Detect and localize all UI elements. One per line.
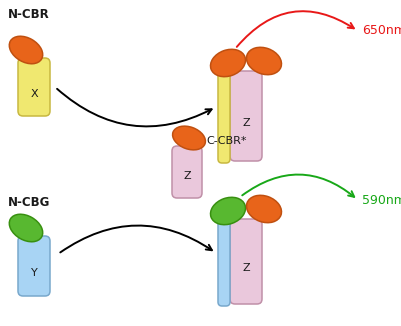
Text: N-CBG: N-CBG [8,196,51,209]
FancyBboxPatch shape [172,146,202,198]
Text: Z: Z [183,171,191,181]
Text: 590nm: 590nm [362,194,401,206]
Ellipse shape [172,126,205,150]
Ellipse shape [247,47,282,75]
Text: Z: Z [242,118,250,128]
Text: C-CBR*: C-CBR* [206,136,247,146]
Text: Z: Z [242,263,250,273]
FancyBboxPatch shape [230,219,262,304]
Ellipse shape [9,214,43,242]
FancyBboxPatch shape [18,236,50,296]
Ellipse shape [211,197,245,225]
Ellipse shape [9,36,43,64]
Ellipse shape [211,49,245,77]
FancyBboxPatch shape [230,71,262,161]
Ellipse shape [247,195,282,223]
Text: X: X [30,89,38,99]
Text: 650nm: 650nm [362,24,401,37]
FancyBboxPatch shape [218,69,230,163]
FancyBboxPatch shape [18,58,50,116]
FancyBboxPatch shape [218,217,230,306]
Text: Y: Y [30,268,37,278]
Text: N-CBR: N-CBR [8,8,50,21]
